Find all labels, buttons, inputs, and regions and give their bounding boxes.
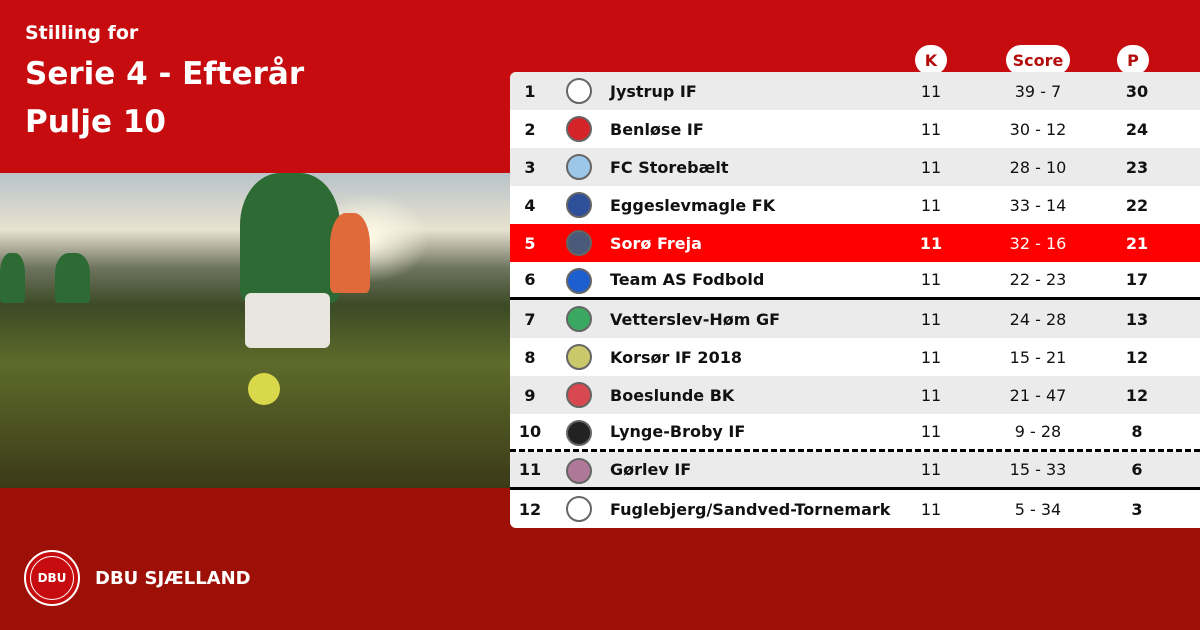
matches-played: 11	[920, 422, 942, 441]
matches-played: 11	[920, 499, 942, 519]
team-logo-icon	[566, 78, 592, 104]
column-header-k: K	[915, 45, 947, 75]
table-row: 12 Fuglebjerg/Sandved-Tornemark 11 5 - 3…	[510, 490, 1200, 528]
dbu-seal-logo: DBU	[24, 550, 80, 606]
rank: 8	[524, 347, 536, 367]
score: 15 - 33	[1009, 460, 1067, 479]
points: 12	[1125, 347, 1149, 367]
rank: 4	[524, 195, 536, 215]
rank: 6	[524, 270, 536, 289]
points: 24	[1125, 119, 1149, 139]
team-name: Jystrup IF	[610, 81, 697, 101]
points: 22	[1125, 195, 1149, 215]
rank: 9	[524, 385, 536, 405]
table-row: 7 Vetterslev-Høm GF 11 24 - 28 13	[510, 300, 1200, 338]
team-logo-icon	[566, 496, 592, 522]
rank: 3	[524, 157, 536, 177]
team-name: FC Storebælt	[610, 157, 729, 177]
matches-played: 11	[920, 270, 942, 289]
team-logo-icon	[566, 458, 592, 484]
points: 8	[1131, 422, 1143, 441]
team-name: Vetterslev-Høm GF	[610, 309, 781, 329]
rank: 2	[524, 119, 536, 139]
rank: 11	[518, 460, 542, 479]
team-name: Eggeslevmagle FK	[610, 195, 776, 215]
points: 3	[1131, 499, 1143, 519]
table-row: 5 Sorø Freja 11 32 - 16 21	[510, 224, 1200, 262]
matches-played: 11	[920, 119, 942, 139]
matches-played: 11	[920, 460, 942, 479]
score: 5 - 34	[1014, 499, 1062, 519]
matches-played: 11	[920, 157, 942, 177]
table-row: 9 Boeslunde BK 11 21 - 47 12	[510, 376, 1200, 414]
pool-title: Pulje 10	[25, 104, 166, 140]
table-row: 10 Lynge-Broby IF 11 9 - 28 8	[510, 414, 1200, 452]
matches-played: 11	[920, 195, 942, 215]
score: 33 - 14	[1009, 195, 1067, 215]
table-row: 1 Jystrup IF 11 39 - 7 30	[510, 72, 1200, 110]
matches-played: 11	[920, 385, 942, 405]
team-name: Lynge-Broby IF	[610, 422, 746, 441]
standings-table: 1 Jystrup IF 11 39 - 7 30 2 Benløse IF 11…	[510, 72, 1200, 528]
subtitle: Stilling for	[25, 22, 139, 44]
rank: 10	[518, 422, 542, 441]
column-header-p: P	[1117, 45, 1149, 75]
team-name: Fuglebjerg/Sandved-Tornemark	[610, 499, 891, 519]
team-logo-icon	[566, 382, 592, 408]
matches-played: 11	[920, 347, 942, 367]
football-photo	[0, 173, 510, 488]
matches-played: 11	[919, 233, 943, 253]
team-name: Korsør IF 2018	[610, 347, 742, 367]
rank: 1	[524, 81, 536, 101]
score: 22 - 23	[1009, 270, 1067, 289]
points: 12	[1125, 385, 1149, 405]
table-row: 8 Korsør IF 2018 11 15 - 21 12	[510, 338, 1200, 376]
score: 24 - 28	[1009, 309, 1067, 329]
table-row: 2 Benløse IF 11 30 - 12 24	[510, 110, 1200, 148]
team-name: Gørlev IF	[610, 460, 692, 479]
table-row: 11 Gørlev IF 11 15 - 33 6	[510, 452, 1200, 490]
rank: 7	[524, 309, 536, 329]
page-title: Serie 4 - Efterår	[25, 56, 305, 92]
team-name: Boeslunde BK	[610, 385, 735, 405]
score: 39 - 7	[1014, 81, 1062, 101]
points: 23	[1125, 157, 1149, 177]
team-logo-icon	[566, 230, 592, 256]
score: 32 - 16	[1009, 233, 1067, 253]
points: 30	[1125, 81, 1149, 101]
brand-name: DBU SJÆLLAND	[95, 568, 251, 589]
score: 9 - 28	[1014, 422, 1062, 441]
score: 15 - 21	[1009, 347, 1067, 367]
team-logo-icon	[566, 344, 592, 370]
column-header-score: Score	[1006, 45, 1070, 75]
points: 21	[1125, 233, 1149, 253]
score: 30 - 12	[1009, 119, 1067, 139]
points: 13	[1125, 309, 1149, 329]
team-name: Team AS Fodbold	[610, 270, 765, 289]
table-row: 4 Eggeslevmagle FK 11 33 - 14 22	[510, 186, 1200, 224]
team-logo-icon	[566, 192, 592, 218]
rank: 5	[524, 233, 536, 253]
matches-played: 11	[920, 81, 942, 101]
points: 17	[1125, 270, 1149, 289]
table-row: 6 Team AS Fodbold 11 22 - 23 17	[510, 262, 1200, 300]
team-logo-icon	[566, 268, 592, 294]
matches-played: 11	[920, 309, 942, 329]
score: 28 - 10	[1009, 157, 1067, 177]
rank: 12	[518, 499, 542, 519]
team-logo-icon	[566, 154, 592, 180]
team-logo-icon	[566, 306, 592, 332]
table-row: 3 FC Storebælt 11 28 - 10 23	[510, 148, 1200, 186]
points: 6	[1131, 460, 1143, 479]
team-logo-icon	[566, 420, 592, 446]
team-logo-icon	[566, 116, 592, 142]
score: 21 - 47	[1009, 385, 1067, 405]
team-name: Sorø Freja	[610, 233, 702, 253]
team-name: Benløse IF	[610, 119, 704, 139]
